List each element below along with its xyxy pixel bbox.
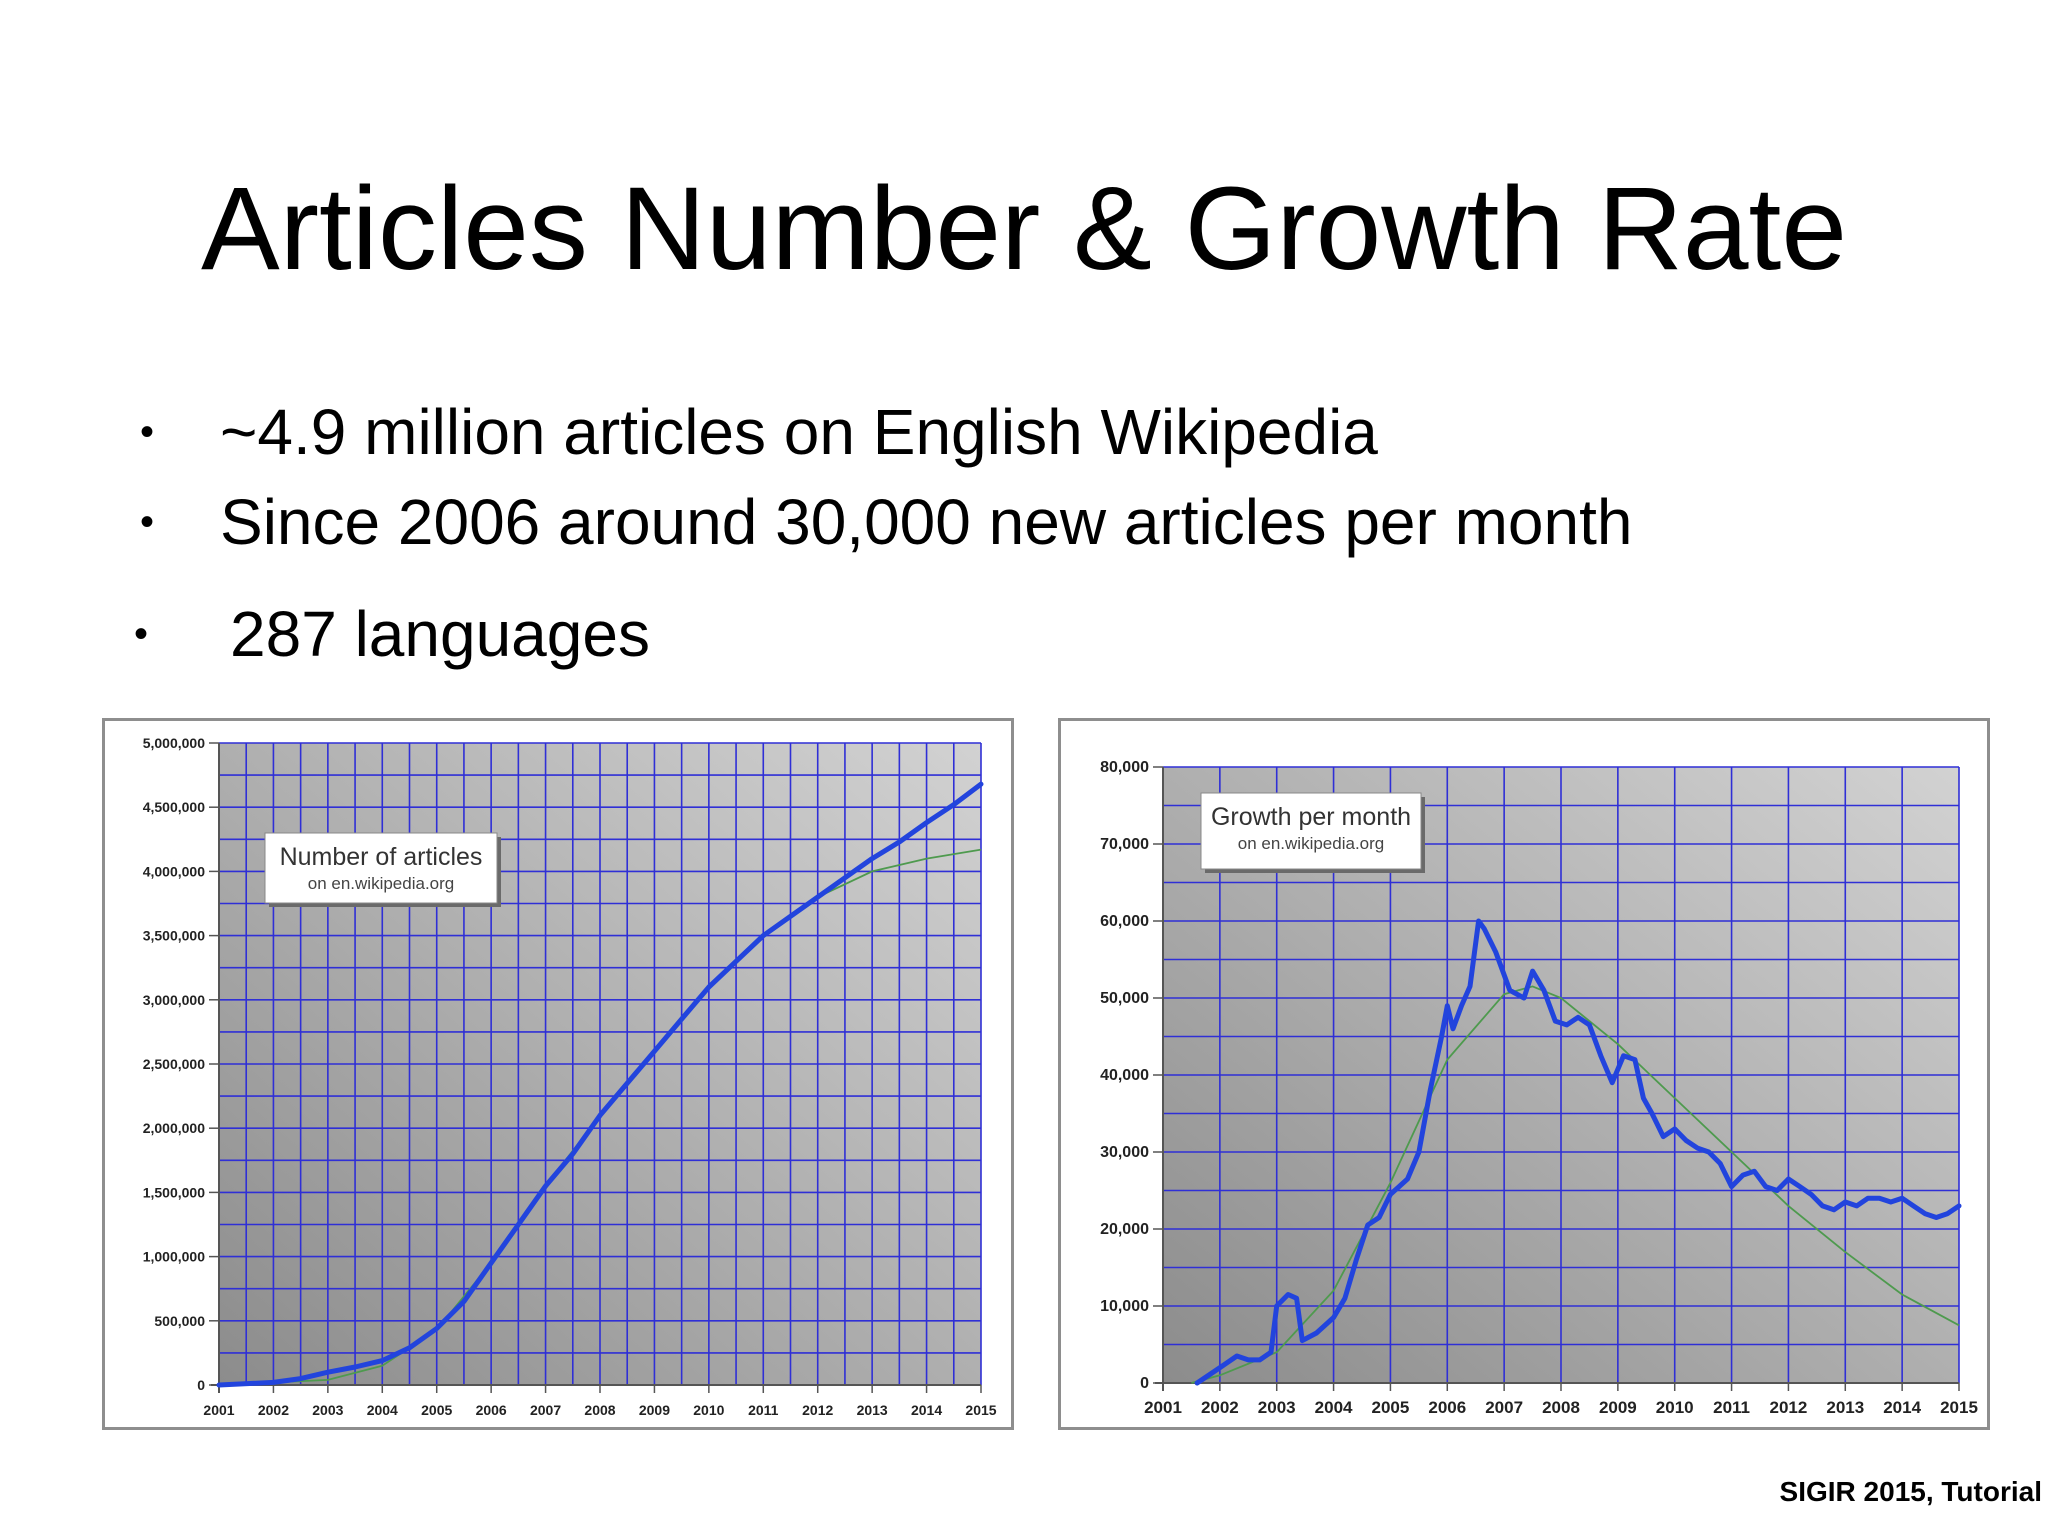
bullet-dot-icon: • <box>140 410 155 454</box>
y-tick-label: 1,500,000 <box>143 1184 205 1200</box>
y-tick-label: 20,000 <box>1100 1221 1149 1238</box>
y-tick-label: 4,000,000 <box>143 863 205 879</box>
x-tick-label: 2003 <box>1258 1398 1296 1417</box>
bullet-text: 287 languages <box>230 598 650 670</box>
x-tick-label: 2011 <box>1713 1398 1750 1417</box>
x-tick-label: 2005 <box>421 1402 452 1418</box>
series-line <box>1194 918 1962 1386</box>
bullet-text: ~4.9 million articles on English Wikiped… <box>220 396 1378 468</box>
y-tick-label: 3,500,000 <box>143 928 205 944</box>
x-tick-label: 2001 <box>1144 1398 1182 1417</box>
y-tick-label: 500,000 <box>154 1313 205 1329</box>
growth-chart: 0 10,000 20,000 30,000 40,000 50,000 60,000 70,… <box>1100 759 1978 1417</box>
y-tick-label: 50,000 <box>1100 990 1149 1007</box>
bullet-text: Since 2006 around 30,000 new articles pe… <box>220 486 1633 558</box>
y-tick-label: 40,000 <box>1100 1067 1149 1084</box>
x-tick-label: 2002 <box>258 1402 289 1418</box>
x-tick-label: 2001 <box>203 1402 234 1418</box>
x-tick-label: 2008 <box>1542 1398 1580 1417</box>
x-tick-label: 2011 <box>748 1402 779 1418</box>
y-tick-label: 0 <box>197 1377 205 1393</box>
chart-title: Growth per month <box>1211 803 1411 831</box>
x-tick-label: 2007 <box>1485 1398 1523 1417</box>
x-tick-label: 2002 <box>1201 1398 1239 1417</box>
x-tick-label: 2010 <box>693 1402 724 1418</box>
articles-chart-panel: 0 500,000 1,000,000 1,500,000 2,000,000 2,500… <box>102 718 1014 1430</box>
footer-text: SIGIR 2015, Tutorial <box>1779 1476 2042 1507</box>
y-tick-label: 3,000,000 <box>143 992 205 1008</box>
x-tick-label: 2004 <box>1315 1398 1353 1417</box>
growth-chart-panel: 0 10,000 20,000 30,000 40,000 50,000 60,000 70,… <box>1058 718 1990 1430</box>
x-tick-label: 2013 <box>857 1402 888 1418</box>
x-tick-label: 2009 <box>639 1402 670 1418</box>
x-tick-label: 2003 <box>312 1402 343 1418</box>
y-tick-label: 30,000 <box>1100 1144 1149 1161</box>
y-tick-label: 1,000,000 <box>143 1249 205 1265</box>
x-tick-label: 2015 <box>1940 1398 1978 1417</box>
chart-subtitle: on en.wikipedia.org <box>1238 834 1384 853</box>
x-tick-label: 2005 <box>1372 1398 1410 1417</box>
x-tick-label: 2013 <box>1826 1398 1864 1417</box>
y-tick-label: 4,500,000 <box>143 799 205 815</box>
x-tick-label: 2012 <box>802 1402 833 1418</box>
x-tick-label: 2014 <box>911 1402 942 1418</box>
y-tick-label: 10,000 <box>1100 1298 1149 1315</box>
y-tick-label: 2,500,000 <box>143 1056 205 1072</box>
x-tick-label: 2014 <box>1883 1398 1921 1417</box>
legend-box <box>1200 792 1422 870</box>
bullet-dot-icon: • <box>134 612 149 656</box>
legend-box <box>264 832 498 904</box>
x-tick-label: 2015 <box>965 1402 996 1418</box>
y-tick-label: 0 <box>1140 1375 1149 1392</box>
x-tick-label: 2007 <box>530 1402 561 1418</box>
y-tick-label: 2,000,000 <box>143 1120 205 1136</box>
y-tick-label: 5,000,000 <box>143 735 205 751</box>
y-tick-label: 80,000 <box>1100 759 1149 776</box>
chart-subtitle: on en.wikipedia.org <box>308 874 454 893</box>
x-tick-label: 2009 <box>1599 1398 1637 1417</box>
y-tick-label: 70,000 <box>1100 836 1149 853</box>
x-tick-label: 2008 <box>584 1402 615 1418</box>
x-tick-label: 2012 <box>1770 1398 1808 1417</box>
x-tick-label: 2004 <box>367 1402 398 1418</box>
chart-title: Number of articles <box>280 843 483 871</box>
slide-title: Articles Number & Growth Rate <box>201 163 1847 295</box>
bullet-dot-icon: • <box>140 500 155 544</box>
x-tick-label: 2006 <box>476 1402 507 1418</box>
articles-chart: 0 500,000 1,000,000 1,500,000 2,000,000 2,500… <box>143 735 997 1418</box>
y-tick-label: 60,000 <box>1100 913 1149 930</box>
x-tick-label: 2006 <box>1428 1398 1466 1417</box>
series-line <box>216 781 984 1388</box>
x-tick-label: 2010 <box>1656 1398 1694 1417</box>
